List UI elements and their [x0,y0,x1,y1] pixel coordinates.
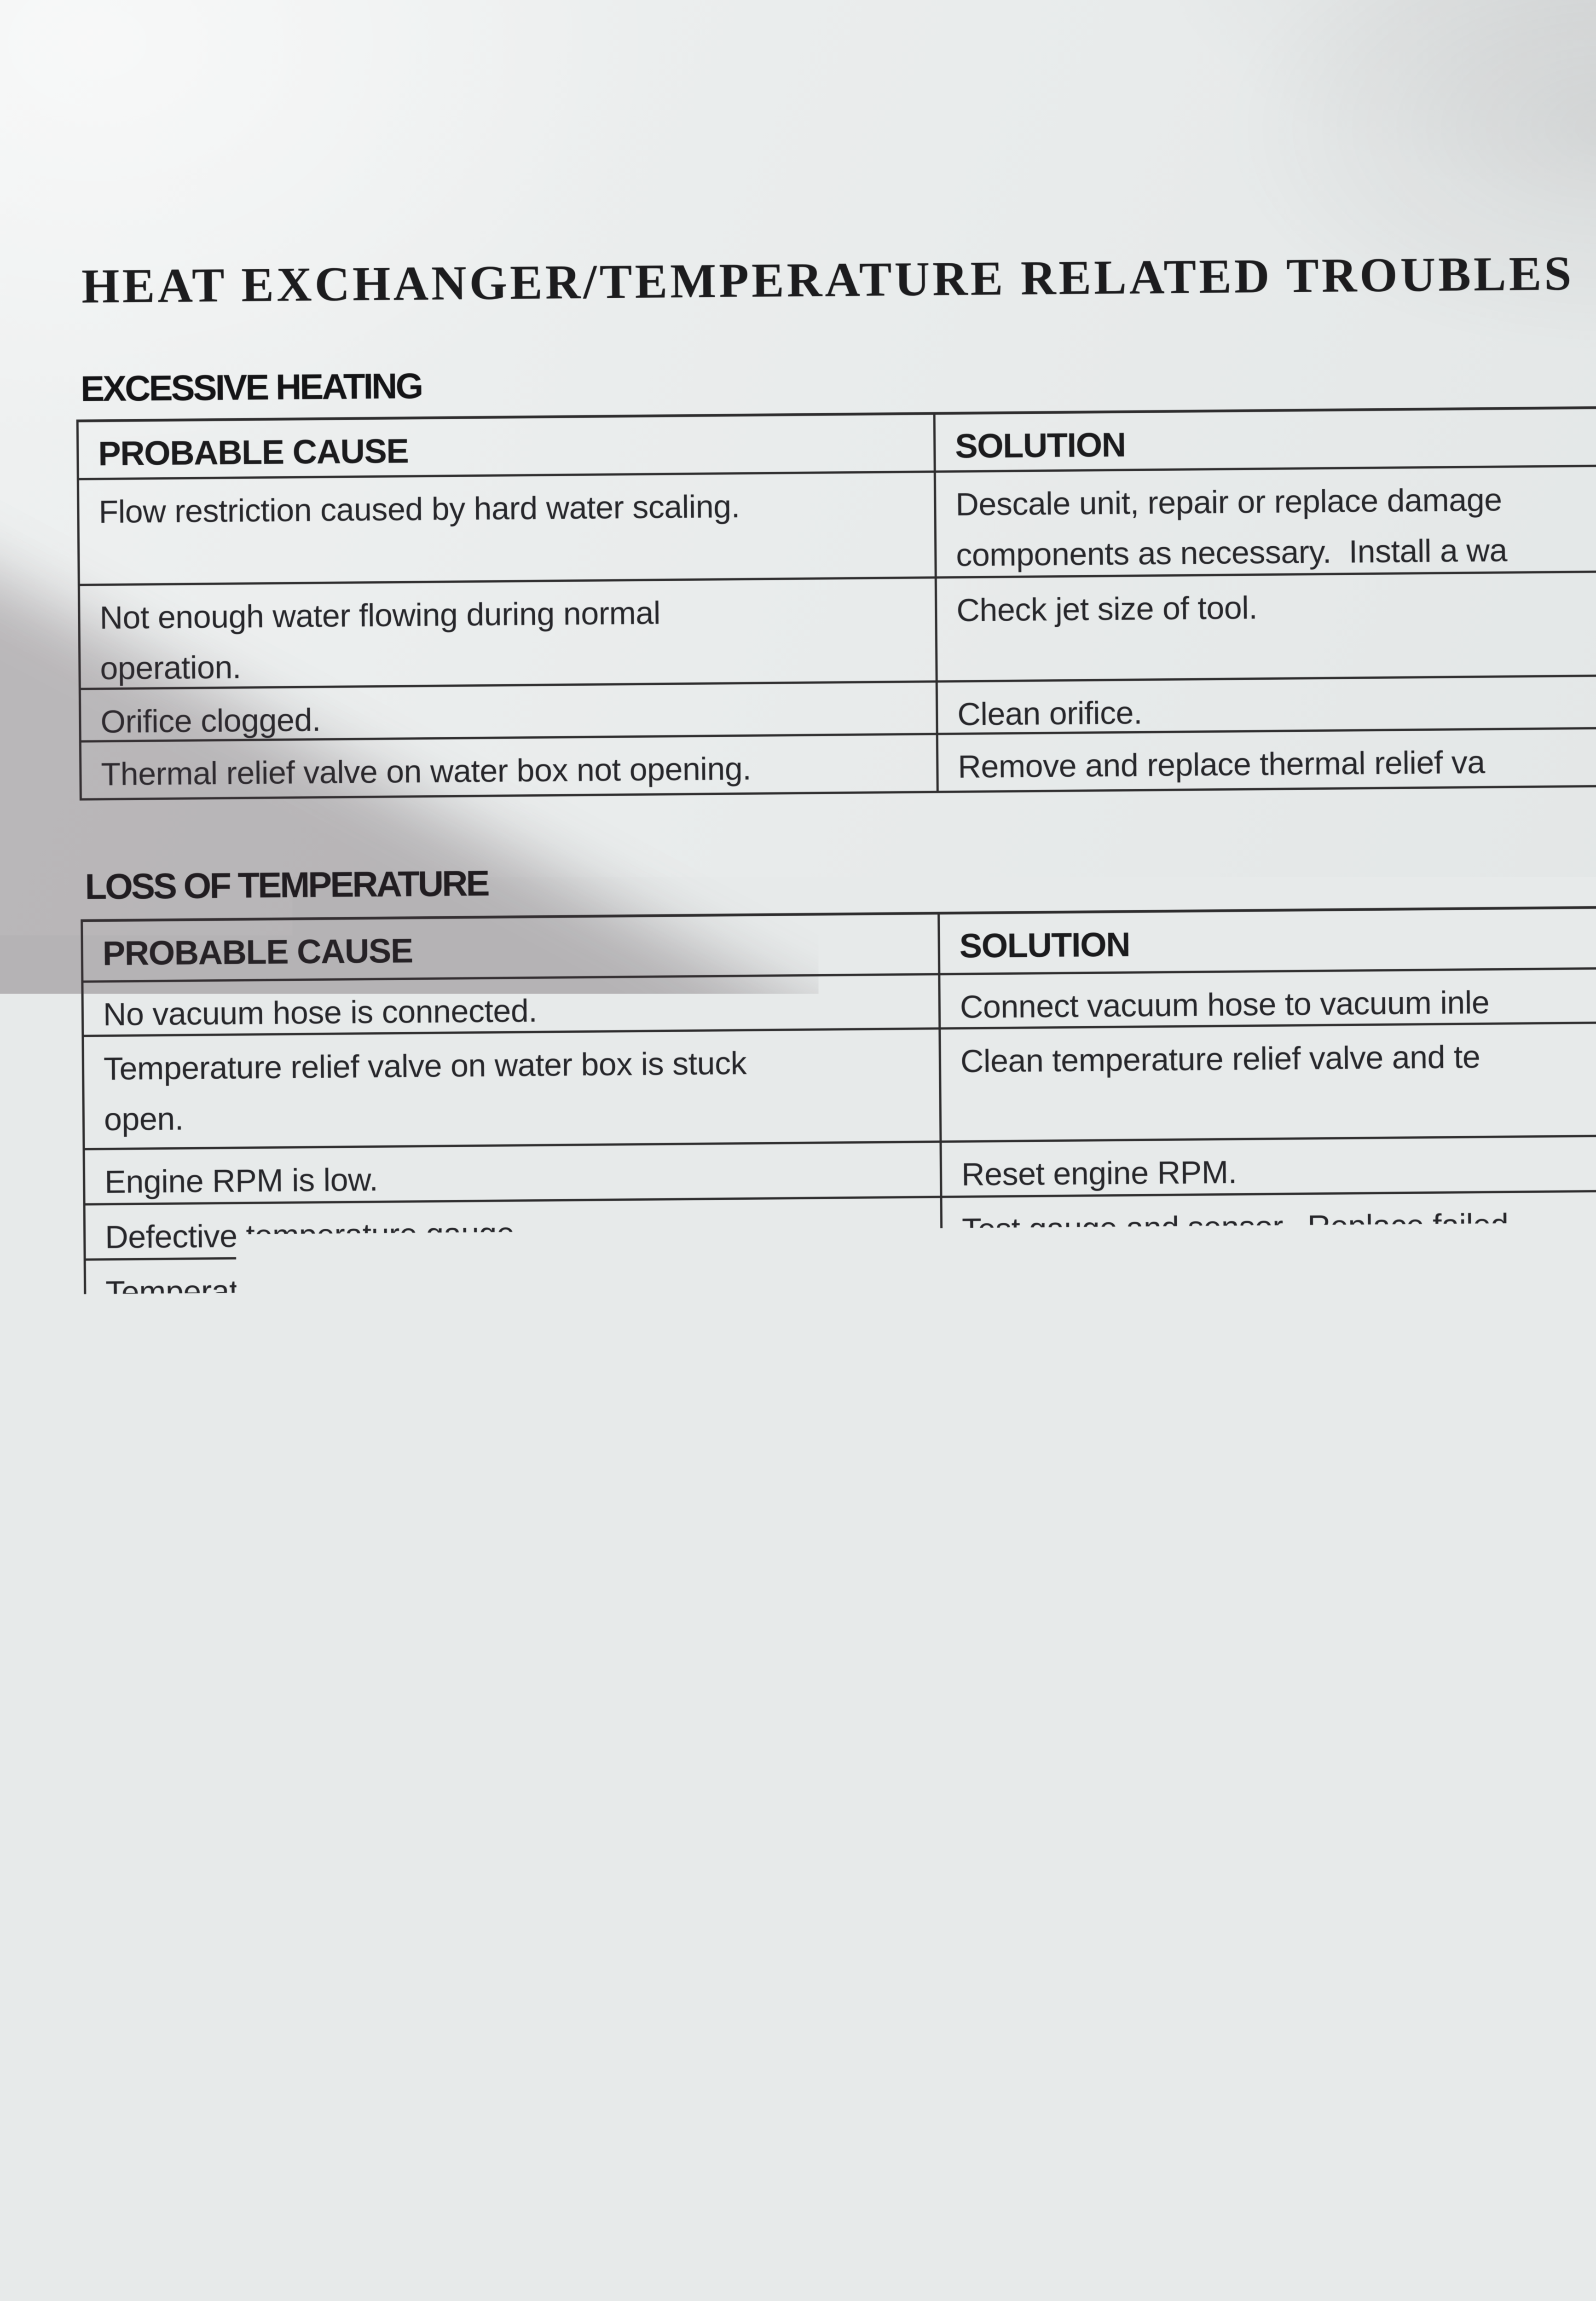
header-cell-probable-cause: PROBABLE CAUSE [88,1468,945,1530]
solution-cell: Check jet size of tool. [937,572,1596,680]
section-header-note: SECTION FOUR – SERVICE AND MAINTENAN [770,176,1596,220]
header-label: SOLUTION [955,414,1596,472]
cause-cell: Temperature relief valve on water box is… [84,1029,942,1148]
cell-text: Water is dripping from the exhaust port … [108,1531,943,1589]
waste-pump-title: WASTE PUMP (IF INSTALLED) TROUBLESHOOTIN… [95,1933,1421,2004]
cell-text: Thermal relief valve on water box not op… [101,741,937,799]
header-label: PROBABLE CAUSE [102,921,938,979]
solution-cell: Replace orifice. [943,1246,1596,1304]
cell-text: Check jet size of tool. [956,578,1596,636]
table-waste-pump-partial: PROBABLE CAUSE [112,2103,1596,2172]
header-label: PROBABLE CAUSE [98,421,934,479]
section-heading-loss-of-temperature: LOSS OF TEMPERATURE [85,862,488,908]
table-row: Water is dripping from the exhaust port … [88,1518,1596,1689]
section-heading-heat-exchanger-leaking: HEAT EXCHANGER LEAKING [90,1420,555,1466]
solution-cell: Close valve, check for leaks. Replace i [943,1300,1596,1359]
cause-cell: Defective temperature gauge. [86,1198,943,1258]
cell-text: Defective temperature gauge. [105,1204,941,1262]
cause-cell: Not enough water flowing during normal o… [80,578,938,688]
document-page: SECTION FOUR – SERVICE AND MAINTENAN HEA… [0,0,1596,2128]
header-cell-solution: SOLUTION [940,908,1596,973]
header-cell-probable-cause: PROBABLE CAUSE [79,415,936,478]
section-heading-excessive-heating: EXCESSIVE HEATING [81,365,422,410]
cell-text: Not enough water flowing during normal [99,585,935,643]
table-row: Heat exchanger is damaged from frozen wa… [90,1674,1596,1834]
table-row: Not enough water flowing during normal o… [80,572,1596,690]
waste-pump-subheading: WASTE PUMP NOT OPERATING NORMALLY [99,2055,948,2104]
header-label: PROBABLE CAUSE [134,2116,927,2174]
page-content: SECTION FOUR – SERVICE AND MAINTENAN HEA… [0,0,1596,2135]
cell-text: Heat exchanger is damaged from frozen wa… [109,1688,945,1746]
table-row: Temperature relief valve on water box is… [84,1023,1596,1150]
cell-text: Flow restriction caused by hard water sc… [98,479,934,537]
cell-text: Temperature relief valve on water box is… [104,1036,939,1094]
header-cell-solution: SOLUTION [936,408,1596,470]
header-label: SOLUTION [964,1467,1596,1525]
solution-cell: Inspect heat exchanger for leaks. Visu P… [947,1674,1596,1824]
cell-text: Close valve, check for leaks. Replace i [963,1306,1596,1364]
cell-text: NOTE: The heat exchanger will produc [965,1524,1596,1582]
page-title: HEAT EXCHANGER/TEMPERATURE RELATED TROUB… [81,245,1574,314]
cause-cell: Thermal relief valve on water box not op… [81,735,939,798]
header-cell-solution: SOLUTION [945,1461,1596,1522]
cell-text: Clean temperature relief valve and te [960,1029,1596,1087]
cell-text: this with a leak. [966,1625,1596,1683]
cell-text: pressure – 1500 PSI). [967,1782,1596,1839]
solution-cell: Descale unit, repair or replace damage c… [936,466,1596,576]
cell-text: components as necessary. Install a wa [956,523,1596,580]
cause-cell: Temperature balance orifice missing. [86,1253,943,1312]
cell-text: Inspect heat exchanger for leaks. Visu [966,1681,1596,1738]
header-cell-solution [929,2105,1596,2168]
header-cell-probable-cause: PROBABLE CAUSE [115,2112,929,2174]
cause-cell: Temperature control valve left open. [87,1307,944,1367]
header-cell-probable-cause: PROBABLE CAUSE [83,914,940,980]
table-loss-of-temperature: PROBABLE CAUSE SOLUTION No vacuum hose i… [81,905,1596,1370]
header-label: PROBABLE CAUSE [107,1474,943,1532]
solution-cell: Test gauge and sensor. Replace failed [943,1191,1596,1251]
cell-text: Connect vacuum hose to vacuum inle [960,975,1596,1032]
cell-text: Reset engine RPM. [961,1142,1596,1200]
cause-cell: Water is dripping from the exhaust port … [88,1525,947,1686]
cause-cell: No vacuum hose is connected. [83,975,941,1035]
solution-cell: Clean orifice. [938,676,1596,733]
cause-cell: Orifice clogged. [81,682,938,740]
header-label: SOLUTION [959,914,1596,971]
solution-cell: Reset engine RPM. [942,1136,1596,1196]
cause-cell: Heat exchanger is damaged from frozen wa… [90,1681,948,1832]
cause-cell: Flow restriction caused by hard water sc… [79,473,937,584]
cause-cell: Engine RPM is low. [85,1143,943,1203]
solution-cell: Clean temperature relief valve and te [941,1023,1596,1140]
table-excessive-heating: PROBABLE CAUSE SOLUTION Flow restriction… [76,405,1596,801]
cell-text: Remove and replace thermal relief va [958,734,1596,792]
cell-text: open. [104,1087,940,1145]
table-heat-exchanger-leaking: PROBABLE CAUSE SOLUTION Water is drippin… [86,1458,1596,1834]
solution-cell: Remove and replace thermal relief va [938,728,1596,791]
cell-text: discharge at times during normal oper [965,1575,1596,1632]
cell-text: Descale unit, repair or replace damage [955,472,1596,530]
solution-cell: NOTE: The heat exchanger will produc dis… [945,1518,1596,1679]
cell-text: condensation build-up. [108,1582,944,1640]
cell-text: Test gauge and sensor. Replace failed [962,1197,1596,1255]
cell-text: Pressure check after removing the uni [966,1731,1596,1789]
solution-cell: Connect vacuum hose to vacuum inle [940,968,1596,1027]
table-header-row: PROBABLE CAUSE [115,2105,1596,2174]
cell-text: Engine RPM is low. [104,1149,940,1207]
table-row: Flow restriction caused by hard water sc… [79,466,1596,586]
cell-text: Temperature control valve left open. [106,1313,942,1371]
